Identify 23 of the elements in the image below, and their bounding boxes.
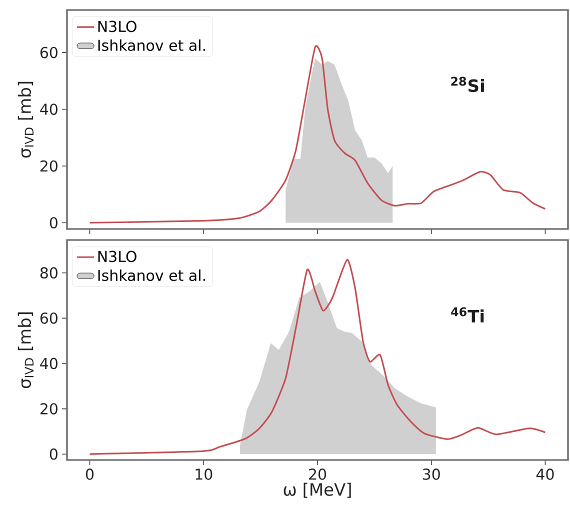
x-tick-label: 40 [536, 468, 554, 480]
y-axis-title: σ$_{IVD}$ [mb] [18, 82, 34, 158]
annotation: $^{46}$Ti [451, 307, 484, 322]
y-tick-label: 60 [40, 46, 58, 58]
legend-label: N3LO [98, 250, 136, 262]
y-tick-label: 20 [40, 160, 58, 172]
y-tick-label: 40 [40, 358, 58, 370]
y-tick-label: 40 [40, 104, 58, 115]
legend-label: Ishkanov et al. [98, 39, 205, 52]
y-axis-title: σ$_{IVD}$ [mb] [18, 312, 34, 388]
x-tick-label: 20 [309, 468, 326, 480]
y-tick-label: 0 [50, 217, 58, 228]
y-tick-label: 20 [40, 403, 58, 414]
legend-label: N3LO [98, 20, 136, 32]
x-tick-label: 30 [422, 468, 440, 480]
x-axis-title: ω [MeV] [284, 482, 351, 498]
y-tick-label: 80 [40, 267, 58, 279]
legend-label: Ishkanov et al. [98, 269, 205, 282]
annotation: $^{28}$Si [451, 76, 484, 92]
y-tick-label: 0 [50, 448, 58, 460]
x-tick-label: 10 [196, 468, 212, 480]
x-tick-label: 0 [86, 468, 94, 480]
y-tick-label: 60 [40, 312, 58, 324]
